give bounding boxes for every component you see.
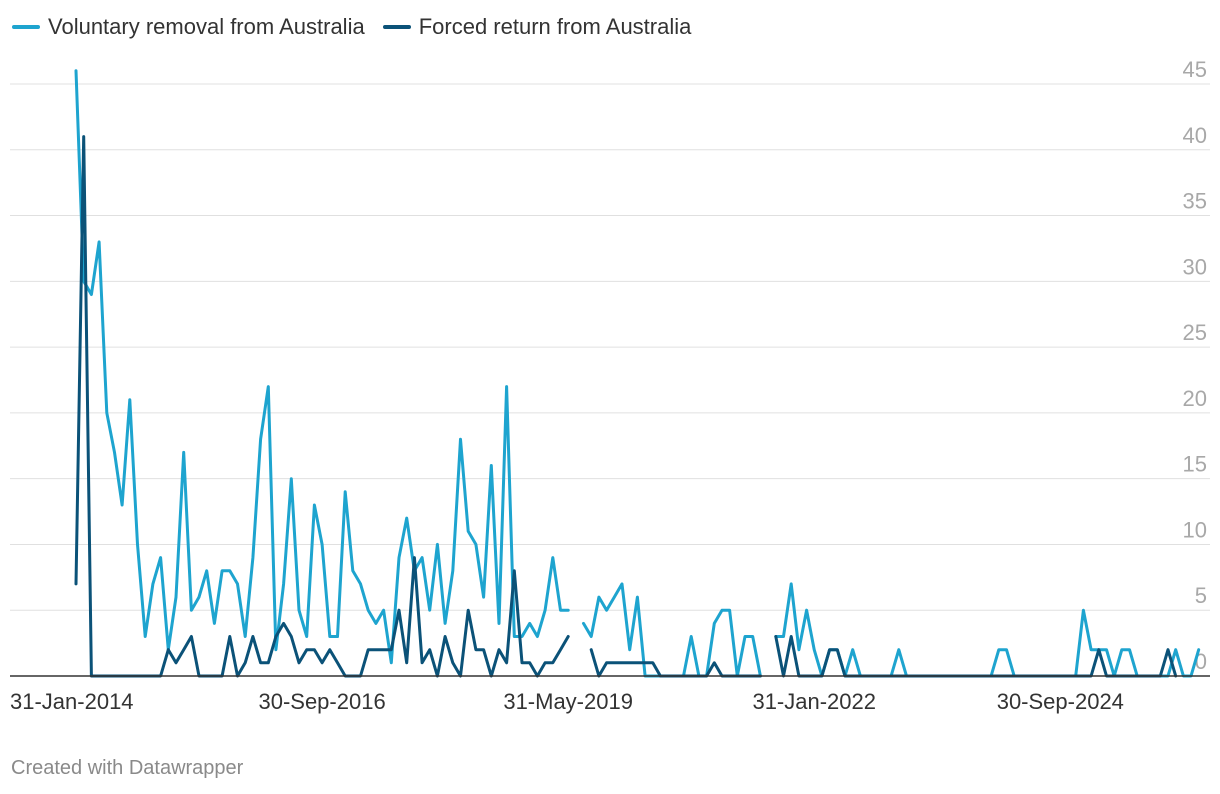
legend-swatch-voluntary: [12, 25, 40, 29]
series-line-voluntary: [74, 69, 1201, 678]
x-tick-label: 31-Jan-2014: [10, 689, 134, 714]
y-tick-label: 35: [1183, 189, 1207, 214]
legend-item-forced: Forced return from Australia: [382, 14, 692, 40]
y-tick-label: 25: [1183, 320, 1207, 345]
legend-label-voluntary: Voluntary removal from Australia: [48, 14, 365, 39]
legend-item-voluntary: Voluntary removal from Australia: [12, 14, 365, 40]
legend: Voluntary removal from Australia Forced …: [12, 14, 691, 40]
series-line-forced: [74, 135, 1178, 678]
x-tick-label: 30-Sep-2024: [997, 689, 1124, 714]
legend-swatch-forced: [382, 25, 411, 29]
y-tick-label: 30: [1183, 254, 1207, 279]
legend-label-forced: Forced return from Australia: [418, 14, 692, 39]
footer-credit: Created with Datawrapper: [11, 757, 244, 779]
x-tick-label: 30-Sep-2016: [258, 689, 385, 714]
y-tick-label: 5: [1195, 583, 1207, 608]
x-tick-label: 31-Jan-2022: [752, 689, 876, 714]
x-tick-label: 31-May-2019: [503, 689, 633, 714]
y-tick-label: 15: [1183, 452, 1207, 477]
y-tick-label: 40: [1183, 123, 1207, 148]
y-tick-label: 20: [1183, 386, 1207, 411]
y-tick-label: 10: [1183, 517, 1207, 542]
y-tick-label: 45: [1183, 57, 1207, 82]
